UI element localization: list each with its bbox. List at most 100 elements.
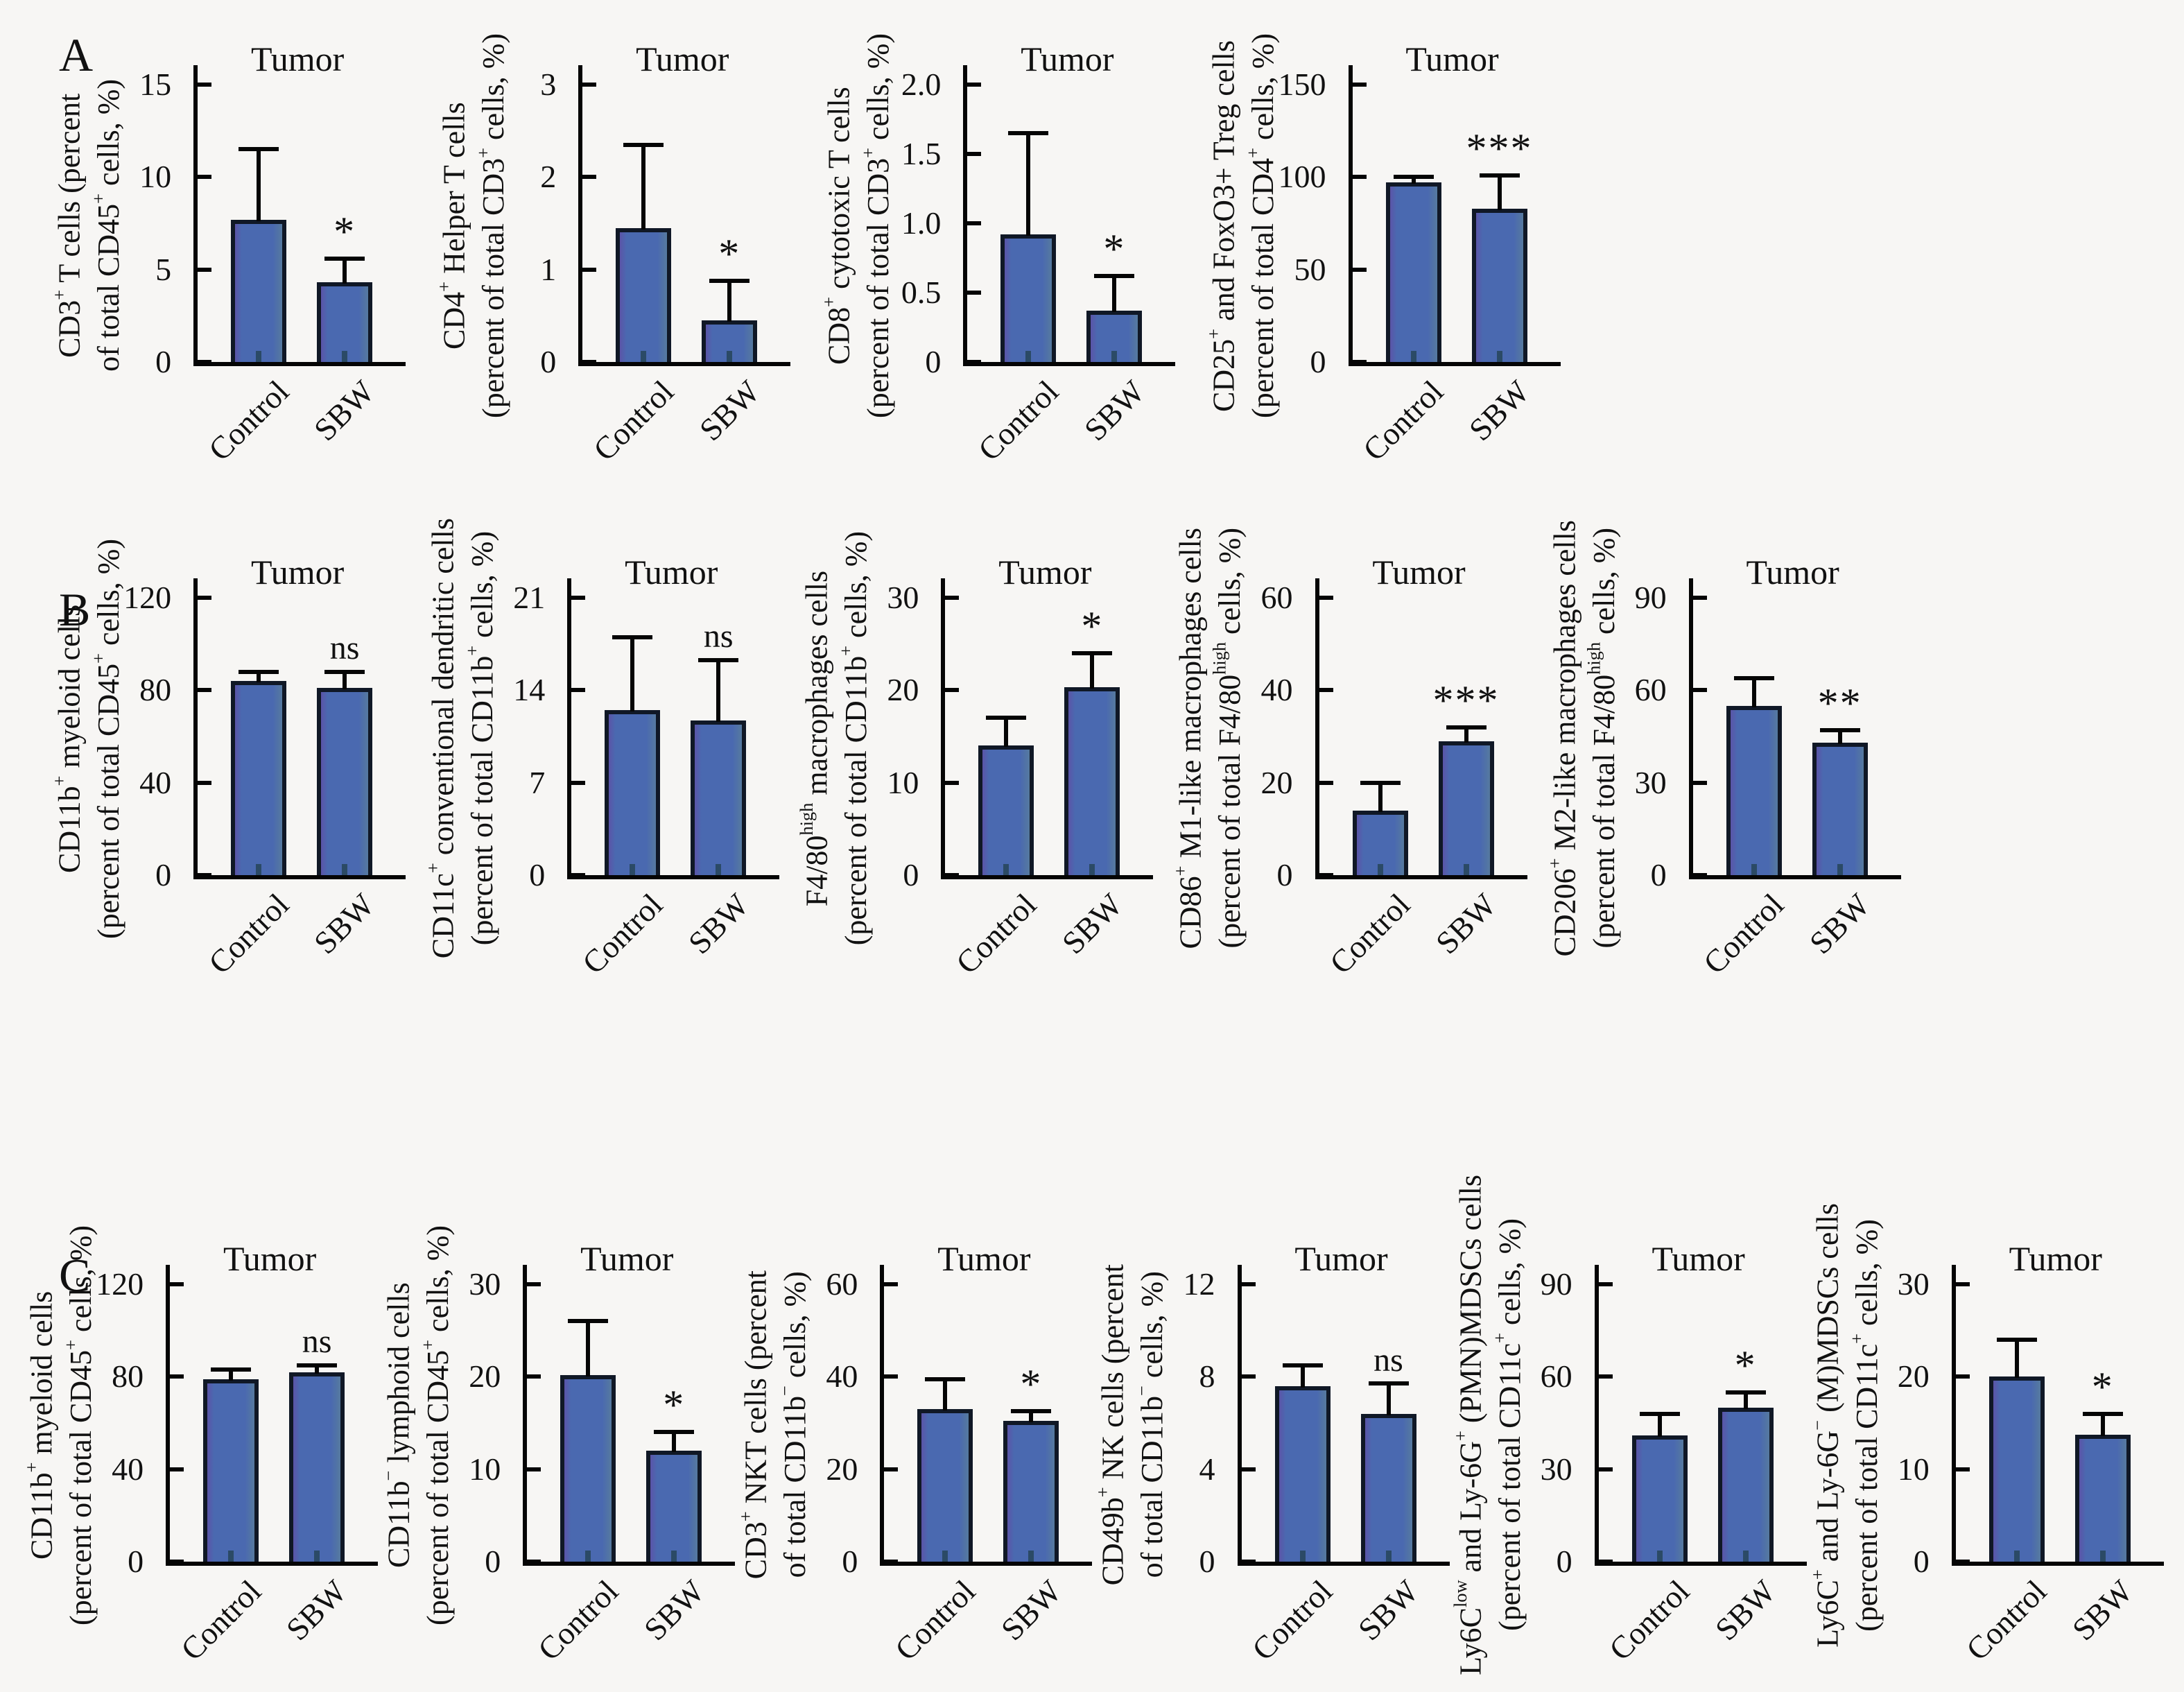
y-axis-label-line2: (percent of total CD11c+ cells, %) xyxy=(1489,1218,1527,1632)
significance-label: * xyxy=(2091,1363,2114,1410)
y-tick-label: 0 xyxy=(1650,857,1667,892)
bar-base-notch xyxy=(2099,1551,2106,1562)
significance-label: *** xyxy=(1466,125,1533,171)
chart-title: Tumor xyxy=(2009,1239,2102,1278)
error-bar-stem-sbw xyxy=(2100,1413,2105,1437)
y-tick-mark xyxy=(198,873,212,877)
y-tick-mark xyxy=(1692,688,1707,693)
x-tick-label-control: Control xyxy=(1696,886,1791,981)
x-tick-label-sbw: SBW xyxy=(1462,373,1536,448)
bar-base-notch xyxy=(342,864,348,875)
plot-column: Tumor 0 30 60 90 ** Control SBW xyxy=(1622,552,1901,1001)
chart-title: Tumor xyxy=(636,40,729,78)
x-axis-labels: Control SBW xyxy=(1315,879,1523,1001)
error-bar-cap-control xyxy=(1008,131,1049,135)
error-bar-stem-sbw xyxy=(1743,1392,1748,1409)
error-bar-cap-sbw xyxy=(1011,1409,1052,1414)
panel-row-a: CD3+ T cells (percent of total CD45+ cell… xyxy=(49,33,1561,488)
y-tick-mark xyxy=(1692,780,1707,785)
error-bar-cap-sbw xyxy=(654,1430,695,1435)
error-bar-stem-sbw xyxy=(343,258,347,284)
x-tick-label-sbw: SBW xyxy=(307,886,381,961)
error-bar-cap-sbw xyxy=(1479,173,1520,178)
chart-a2: CD4+ Helper T cells (percent of total CD3… xyxy=(433,33,791,488)
y-tick-mark xyxy=(1955,1467,1970,1471)
chart-title: Tumor xyxy=(223,1239,317,1278)
y-tick-mark xyxy=(1241,1374,1256,1379)
y-tick-mark xyxy=(945,780,960,785)
y-tick-label: 100 xyxy=(1278,159,1326,195)
bar-base-notch xyxy=(1028,1551,1034,1562)
error-bar-stem-sbw xyxy=(672,1432,677,1452)
y-tick-label: 30 xyxy=(1897,1266,1930,1302)
y-tick-label: 21 xyxy=(513,580,546,615)
y-tick-mark xyxy=(582,175,597,180)
x-axis-labels: Control SBW xyxy=(578,366,786,488)
y-axis-label-line2: (percent of total CD11b+ cells, %) xyxy=(835,531,874,946)
bar-base-notch xyxy=(585,1551,591,1562)
error-bar-stem-sbw xyxy=(1497,175,1502,210)
y-axis-label: CD49b+ NK cells (percent of total CD11b− … xyxy=(1092,1264,1170,1585)
y-tick-label: 8 xyxy=(1199,1358,1215,1395)
y-tick-mark xyxy=(198,596,212,600)
y-tick-mark xyxy=(1598,1467,1613,1471)
y-axis-label: CD206+ M2-like macrophages cells (percent… xyxy=(1544,520,1622,957)
y-tick-mark xyxy=(571,596,586,600)
significance-label: ns xyxy=(302,1323,332,1361)
y-tick-mark xyxy=(582,83,597,87)
x-tick-label-sbw: SBW xyxy=(307,373,381,448)
y-tick-label: 60 xyxy=(1260,580,1293,615)
plot-column: Tumor 0 7 14 21 ns Control SBW xyxy=(501,552,780,1001)
error-bar-stem-control xyxy=(1378,782,1383,812)
y-axis-extension xyxy=(166,1265,171,1284)
y-tick-mark xyxy=(1352,83,1367,87)
y-tick-label: 0 xyxy=(1199,1544,1215,1579)
chart-b2: CD11c+ conventional dendritic cells (perc… xyxy=(422,518,780,1001)
y-tick-mark xyxy=(1241,1467,1256,1471)
y-tick-mark xyxy=(170,1282,184,1286)
bar-base-notch xyxy=(1742,1551,1749,1562)
significance-label: ns xyxy=(703,618,734,655)
y-tick-mark xyxy=(1955,1374,1970,1379)
x-tick-label-sbw: SBW xyxy=(1351,1573,1425,1648)
y-tick-mark xyxy=(198,267,212,272)
y-tick-label: 1 xyxy=(540,251,557,287)
x-tick-label-control: Control xyxy=(971,373,1066,468)
y-tick-mark xyxy=(1241,1282,1256,1286)
plot-area: 0 4 8 12 ns xyxy=(1184,1265,1450,1578)
y-axis-label: CD11b− lymphoid cells (percent of total C… xyxy=(378,1225,456,1625)
y-tick-label: 0 xyxy=(1913,1544,1930,1579)
x-tick-label-control: Control xyxy=(201,373,295,468)
bar-base-notch xyxy=(342,351,348,362)
chart-title: Tumor xyxy=(1746,553,1839,592)
chart-b5: CD206+ M2-like macrophages cells (percent… xyxy=(1544,520,1901,1001)
bar-sbw xyxy=(2074,1435,2131,1562)
bar-control xyxy=(231,219,287,362)
significance-label: ns xyxy=(329,630,360,667)
y-tick-label: 1.0 xyxy=(901,205,942,241)
y-axis-label-line1: CD11c+ conventional dendritic cells xyxy=(422,518,460,959)
error-bar-cap-sbw xyxy=(324,669,365,674)
error-bar-cap-sbw xyxy=(297,1363,338,1367)
y-axis-label: CD86+ M1-like macrophages cells (percent … xyxy=(1170,528,1248,949)
error-bar-cap-sbw xyxy=(324,256,365,261)
y-tick-mark xyxy=(1692,873,1707,877)
y-axis-label-line1: CD49b+ NK cells (percent xyxy=(1092,1264,1131,1586)
y-tick-mark xyxy=(1319,596,1333,600)
error-bar-cap-sbw xyxy=(1072,651,1113,655)
bar-control xyxy=(1000,234,1057,362)
x-tick-label-sbw: SBW xyxy=(1077,373,1152,448)
y-axis-label-line1: F4/80high macrophages cells xyxy=(796,570,834,907)
plot-area: 0 40 80 120 ns xyxy=(123,578,406,891)
y-tick-mark xyxy=(571,688,586,693)
y-tick-mark xyxy=(945,596,960,600)
y-tick-label: 150 xyxy=(1278,67,1326,102)
error-bar-cap-control xyxy=(211,1367,252,1372)
significance-label: *** xyxy=(1432,677,1500,723)
y-axis-label-line1: CD3+ T cells (percent xyxy=(49,93,87,358)
y-axis-label-line2: (percent of total CD45+ cells, %) xyxy=(87,538,126,939)
y-axis-label-line1: CD11b+ myeloid cells xyxy=(49,604,87,873)
y-tick-mark xyxy=(571,780,586,785)
x-axis-labels: Control SBW xyxy=(567,879,775,1001)
x-tick-label-control: Control xyxy=(575,886,670,981)
